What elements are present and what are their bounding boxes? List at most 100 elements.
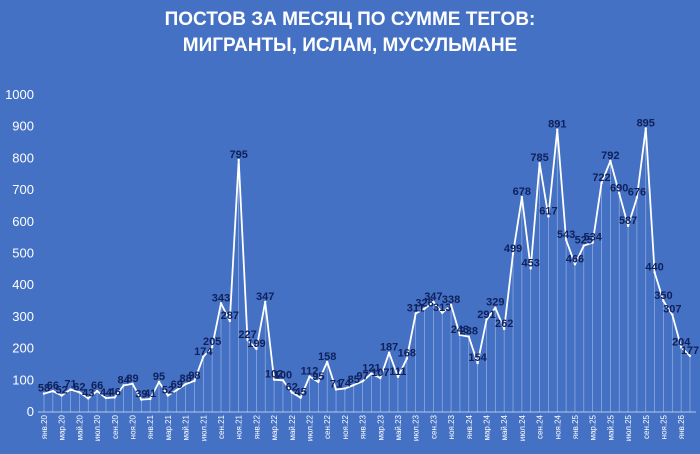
data-label: 343 xyxy=(212,292,230,304)
data-label: 338 xyxy=(442,294,460,306)
y-tick-label: 300 xyxy=(12,309,34,324)
data-point xyxy=(264,300,267,304)
data-label: 62 xyxy=(73,381,85,393)
data-label: 97 xyxy=(356,370,368,382)
data-label: 69 xyxy=(171,379,183,391)
data-label: 66 xyxy=(91,380,103,392)
data-label: 89 xyxy=(126,373,138,385)
data-point xyxy=(140,398,143,401)
data-label: 329 xyxy=(486,297,504,309)
x-tick-label: янв.20 xyxy=(40,414,49,439)
x-tick-label: ноя.25 xyxy=(659,414,668,439)
x-tick-label: ноя.24 xyxy=(553,414,562,439)
data-label: 722 xyxy=(592,172,610,184)
x-tick-label: ноя.22 xyxy=(341,414,350,439)
data-point xyxy=(202,355,205,359)
x-tick-label: май.22 xyxy=(288,414,297,440)
x-tick-label: сен.24 xyxy=(536,414,545,439)
x-tick-label: янв.26 xyxy=(677,414,686,439)
data-point xyxy=(502,327,506,331)
data-point xyxy=(113,396,116,399)
x-tick-label: янв.24 xyxy=(465,414,474,439)
data-point xyxy=(237,158,240,162)
data-label: 440 xyxy=(645,262,663,274)
data-point xyxy=(396,375,400,379)
x-tick-label: май.20 xyxy=(75,414,84,440)
y-tick-label: 1000 xyxy=(5,87,34,102)
x-tick-label: мар.21 xyxy=(164,414,173,440)
data-point xyxy=(423,307,426,310)
data-point xyxy=(626,224,630,228)
x-tick-label: май.23 xyxy=(394,414,403,440)
data-point xyxy=(600,181,603,185)
data-label: 44 xyxy=(100,387,113,399)
data-point xyxy=(662,299,665,303)
data-label: 205 xyxy=(203,336,221,348)
data-label: 45 xyxy=(295,387,307,399)
data-point xyxy=(334,388,338,391)
chart-title-line-1: ПОСТОВ ЗА МЕСЯЦ ПО СУММЕ ТЕГОВ: xyxy=(164,9,536,30)
data-point xyxy=(308,375,311,378)
data-point xyxy=(635,196,639,199)
data-label: 350 xyxy=(654,290,672,302)
data-point xyxy=(78,391,81,394)
data-point xyxy=(671,313,674,316)
y-tick-label: 900 xyxy=(12,119,34,134)
data-point xyxy=(458,333,462,337)
x-tick-label: мар.22 xyxy=(270,414,279,440)
data-point xyxy=(352,383,355,387)
x-tick-label: мар.23 xyxy=(376,414,385,440)
x-tick-label: ноя.23 xyxy=(447,414,456,439)
x-tick-label: июл.25 xyxy=(624,414,633,441)
data-point xyxy=(538,161,541,165)
data-label: 499 xyxy=(504,243,522,255)
data-label: 39 xyxy=(135,389,147,401)
data-point xyxy=(441,311,444,314)
data-point xyxy=(556,128,559,131)
data-label: 466 xyxy=(566,253,584,265)
data-label: 543 xyxy=(557,229,575,241)
data-label: 84 xyxy=(118,374,131,386)
data-point xyxy=(246,338,249,342)
x-tick-label: июл.22 xyxy=(305,414,314,441)
x-tick-label: сен.25 xyxy=(642,414,651,439)
data-label: 311 xyxy=(407,302,425,314)
data-point xyxy=(325,360,329,364)
data-label: 792 xyxy=(601,150,619,162)
data-label: 453 xyxy=(522,257,540,269)
data-label: 238 xyxy=(460,326,478,338)
data-label: 66 xyxy=(47,380,59,392)
x-tick-label: июл.23 xyxy=(412,414,421,441)
chart-title-line-2: МИГРАНТЫ, ИСЛАМ, МУСУЛЬМАНЕ xyxy=(182,35,518,56)
x-tick-label: сен.22 xyxy=(323,414,332,439)
data-point xyxy=(529,267,532,270)
data-point xyxy=(449,303,453,307)
data-point xyxy=(299,396,302,399)
x-tick-label: июл.24 xyxy=(518,414,527,441)
data-point xyxy=(485,318,488,321)
y-tick-label: 700 xyxy=(12,182,34,197)
x-tick-label: янв.21 xyxy=(146,414,155,439)
series-line xyxy=(43,127,691,401)
data-point xyxy=(564,238,568,242)
data-point xyxy=(573,263,577,266)
x-tick-label: июл.20 xyxy=(93,414,102,441)
data-label: 347 xyxy=(256,291,274,303)
data-label: 111 xyxy=(389,366,406,378)
data-point xyxy=(432,300,435,304)
x-tick-label: ноя.21 xyxy=(235,414,244,439)
data-point xyxy=(582,244,586,247)
data-point xyxy=(361,380,364,383)
data-label: 313 xyxy=(433,302,451,314)
data-label: 52 xyxy=(162,385,174,397)
y-tick-label: 0 xyxy=(27,404,34,419)
data-label: 262 xyxy=(495,318,513,330)
data-label: 534 xyxy=(583,232,602,244)
x-tick-label: июл.21 xyxy=(199,414,208,441)
data-point xyxy=(547,215,550,218)
data-point xyxy=(511,252,515,256)
y-tick-label: 200 xyxy=(12,341,34,356)
data-label: 227 xyxy=(238,329,256,341)
data-label: 307 xyxy=(663,304,681,316)
